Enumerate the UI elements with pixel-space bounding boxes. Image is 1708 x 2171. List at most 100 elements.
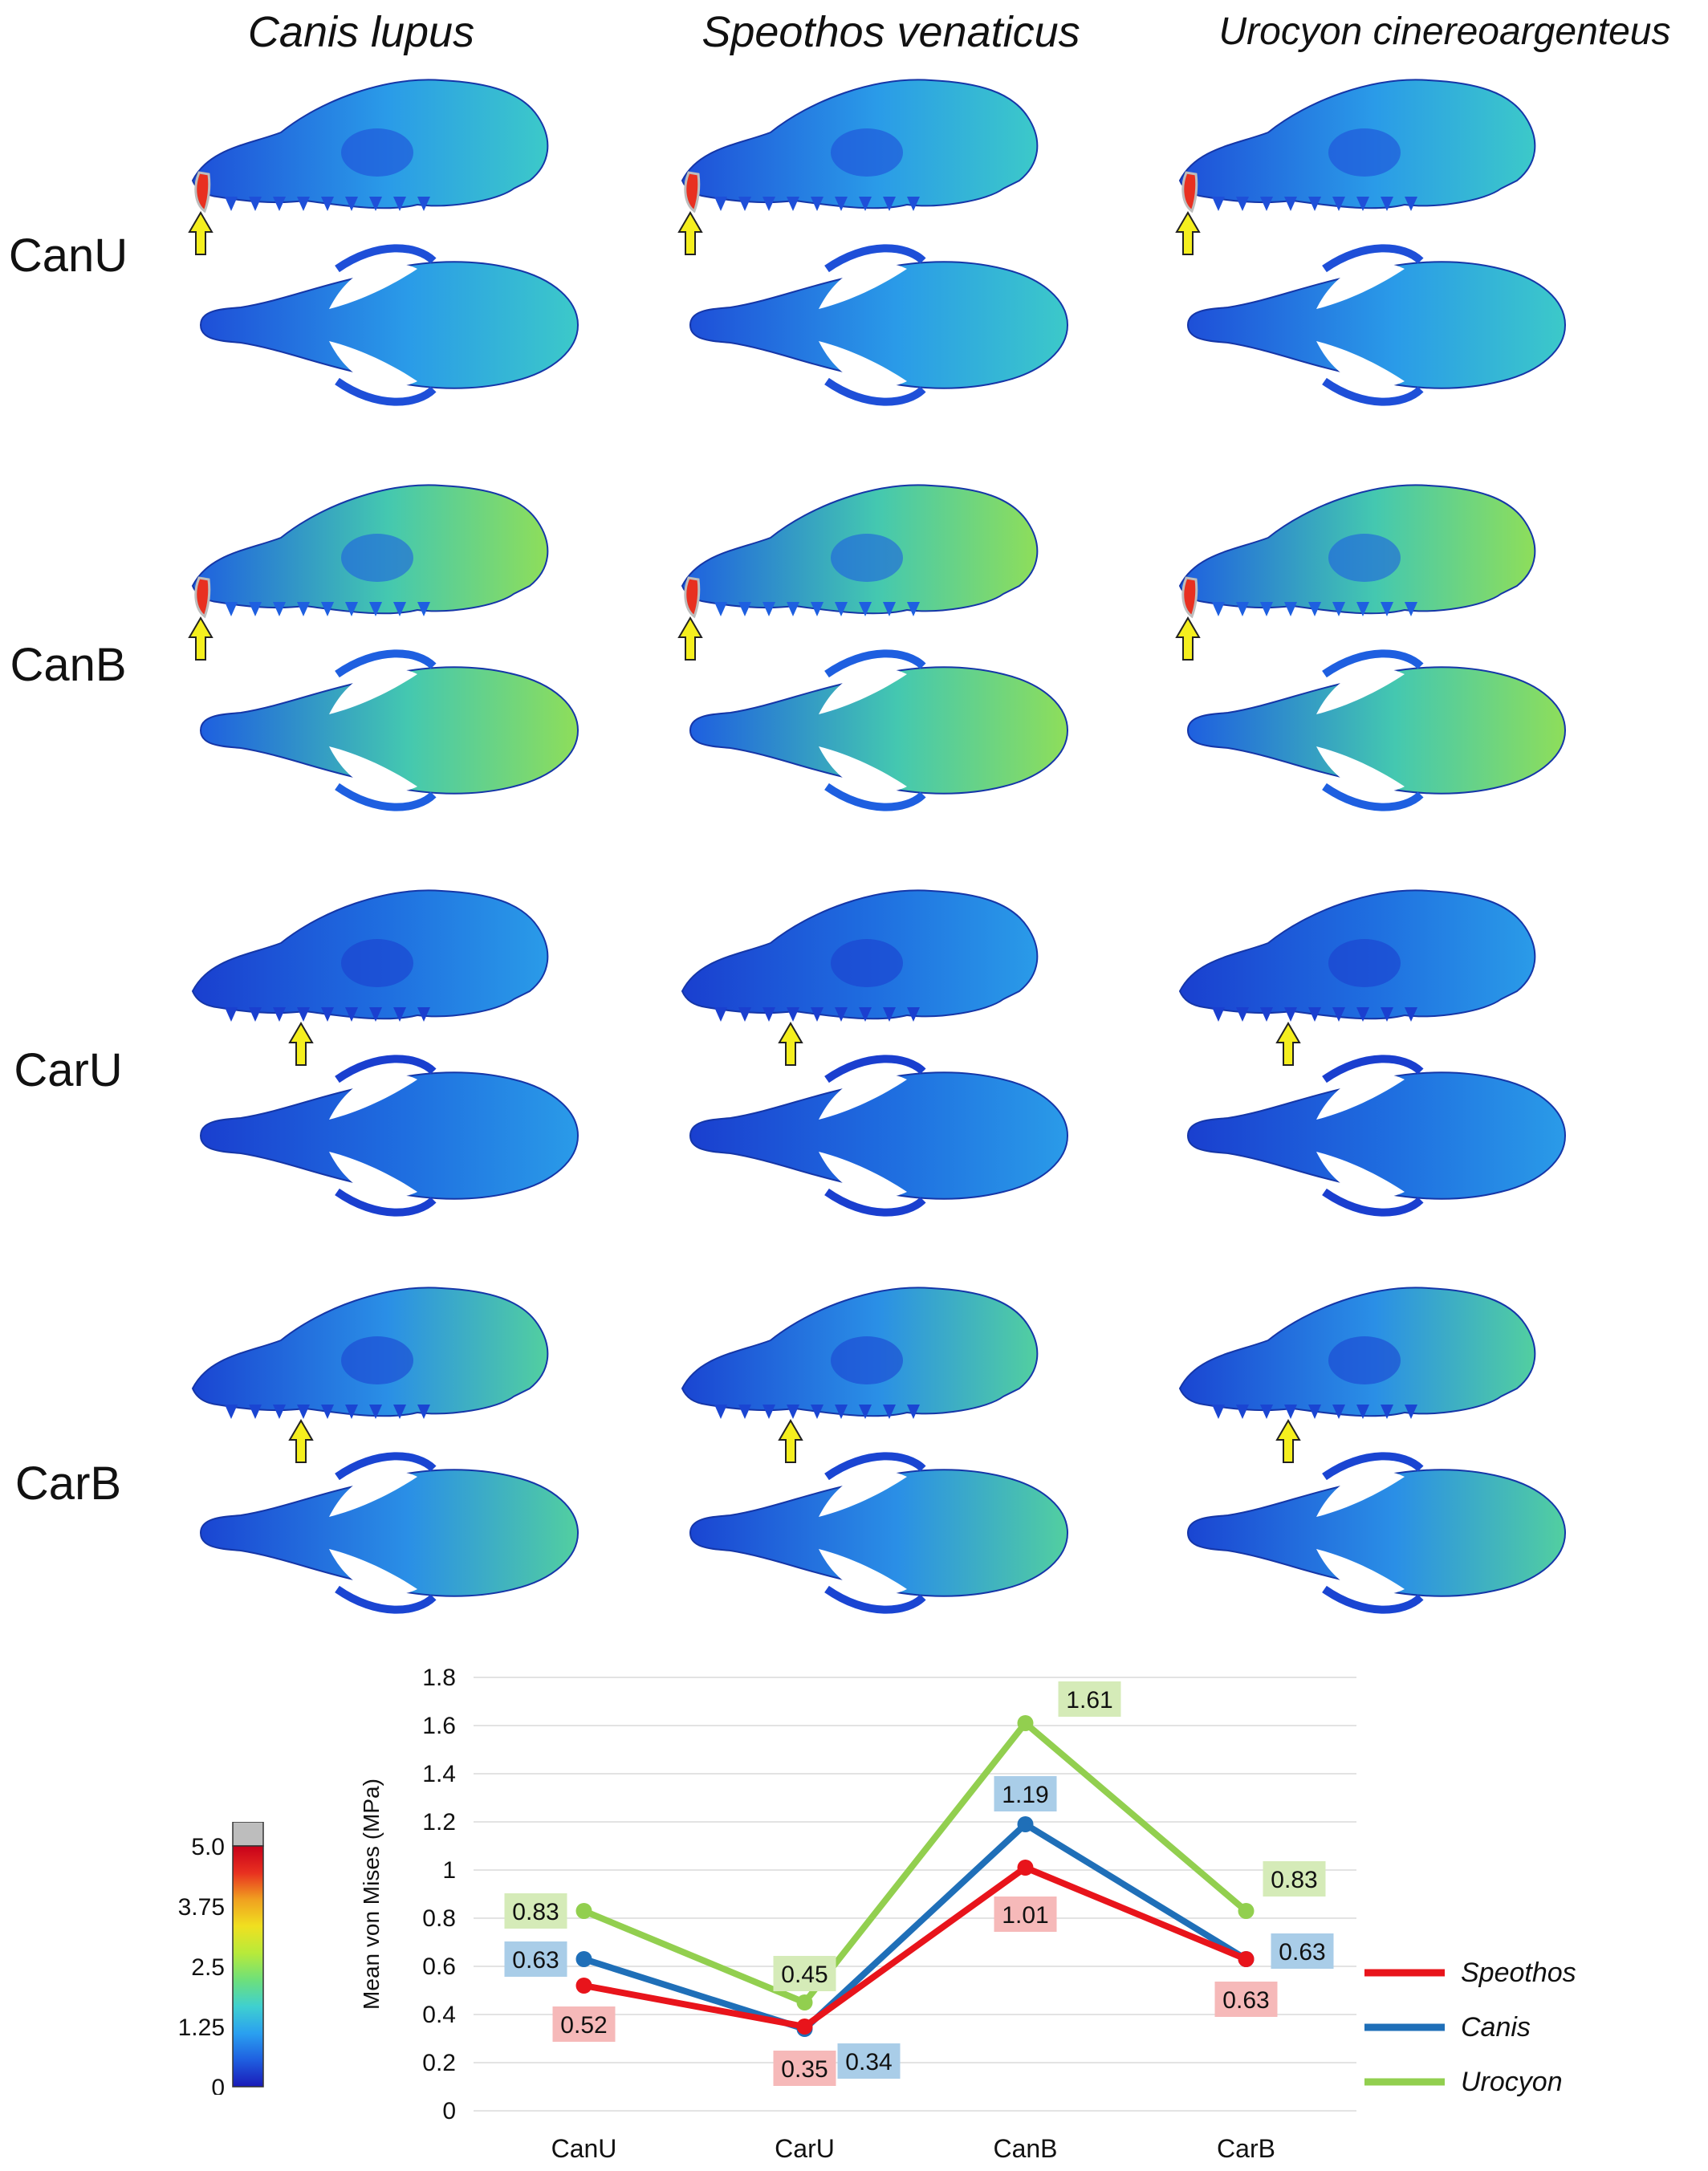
y-tick-label: 1 bbox=[442, 1857, 456, 1884]
y-tick-label: 0 bbox=[442, 2098, 456, 2124]
data-label-bg bbox=[1271, 1933, 1334, 1969]
data-label-bg bbox=[1058, 1681, 1121, 1717]
legend-label: Canis bbox=[1461, 2012, 1531, 2043]
data-label: 0.83 bbox=[1271, 1867, 1317, 1893]
x-tick-label: CarB bbox=[1217, 2134, 1275, 2163]
x-tick-label: CanB bbox=[993, 2134, 1057, 2163]
row-label-carb: CarB bbox=[14, 1457, 122, 1510]
data-point-speothos bbox=[1017, 1860, 1034, 1876]
data-label-bg bbox=[837, 2043, 901, 2079]
skull-figure bbox=[1175, 79, 1567, 406]
colorbar-gradient bbox=[232, 1845, 264, 2088]
skull-figure bbox=[1178, 1287, 1567, 1614]
skull-dorsal-view bbox=[689, 1071, 1069, 1200]
data-label-bg bbox=[504, 1893, 567, 1929]
skull-figure bbox=[1178, 889, 1567, 1217]
y-tick-label: 0.2 bbox=[422, 2050, 456, 2076]
load-arrow-icon bbox=[288, 1022, 314, 1066]
y-tick-label: 1.8 bbox=[422, 1665, 456, 1691]
skull-dorsal-view bbox=[199, 1071, 580, 1200]
column-title-urocyon: Urocyon cinereoargenteus bbox=[1218, 10, 1671, 53]
data-point-canis bbox=[575, 1951, 592, 1967]
skull-dorsal-view bbox=[199, 1469, 580, 1597]
legend-label: Speothos bbox=[1461, 1958, 1576, 1988]
data-label-bg bbox=[994, 1897, 1057, 1932]
data-label-bg bbox=[1214, 1982, 1278, 2017]
row-label-canu: CanU bbox=[8, 230, 128, 282]
y-tick-label: 0.4 bbox=[422, 2002, 456, 2028]
data-point-urocyon bbox=[575, 1903, 592, 1919]
skull-figure bbox=[188, 79, 580, 406]
skull-panel bbox=[1164, 474, 1613, 859]
skull-panel bbox=[177, 1276, 626, 1661]
series-line-urocyon bbox=[582, 1720, 1249, 2006]
y-tick-label: 1.2 bbox=[422, 1809, 456, 1836]
skull-panel bbox=[1164, 68, 1613, 453]
colorbar-tick-label: 0 bbox=[211, 2075, 225, 2095]
x-tick-label: CanU bbox=[551, 2134, 617, 2163]
load-arrow-icon bbox=[677, 211, 703, 255]
data-point-speothos bbox=[1238, 1951, 1255, 1967]
data-label: 0.45 bbox=[781, 1962, 828, 1988]
load-arrow-icon bbox=[778, 1419, 803, 1463]
skull-figure bbox=[677, 79, 1069, 406]
data-label: 1.01 bbox=[1002, 1902, 1048, 1929]
data-label-bg bbox=[1263, 1861, 1326, 1897]
chart-canvas: 0 0.2 0.4 0.6 0.8 1 1.2 1.4 1.6 1.8 Mean von Mises… bbox=[359, 1665, 1356, 2163]
skull-figure bbox=[1175, 484, 1567, 811]
data-label-bg bbox=[994, 1776, 1057, 1811]
skull-figure bbox=[191, 889, 580, 1217]
data-label-bg bbox=[773, 1956, 836, 1991]
skull-dorsal-view bbox=[1186, 1071, 1567, 1200]
y-axis-label: Mean von Mises (MPa) bbox=[359, 1779, 384, 2010]
y-tick-label: 1.4 bbox=[422, 1761, 456, 1787]
data-label-bg bbox=[552, 2006, 616, 2042]
colorbar-overflow bbox=[232, 1821, 264, 1847]
stress-colorbar: 5.0 3.75 2.5 1.25 0 bbox=[152, 1821, 281, 2101]
data-label: 0.63 bbox=[1222, 1987, 1269, 2014]
legend-label: Urocyon bbox=[1461, 2067, 1563, 2097]
legend-graphic: Speothos Canis Urocyon bbox=[1364, 1958, 1576, 2097]
skull-dorsal-view bbox=[199, 261, 580, 389]
load-arrow-icon bbox=[677, 616, 703, 661]
load-arrow-icon bbox=[778, 1022, 803, 1066]
load-arrow-icon bbox=[188, 616, 214, 661]
skull-figure bbox=[681, 889, 1069, 1217]
skull-panel bbox=[666, 1276, 1116, 1661]
skull-panel bbox=[1164, 879, 1613, 1264]
row-label-caru: CarU bbox=[14, 1044, 123, 1096]
skull-figure bbox=[681, 1287, 1069, 1614]
skull-dorsal-view bbox=[1186, 261, 1567, 389]
series-line-speothos bbox=[583, 1864, 1248, 2030]
skull-dorsal-view bbox=[1186, 666, 1567, 795]
data-label: 0.83 bbox=[512, 1899, 559, 1925]
skull-panel bbox=[666, 68, 1116, 453]
x-tick-label: CarU bbox=[775, 2134, 835, 2163]
load-arrow-icon bbox=[1275, 1419, 1301, 1463]
load-arrow-icon bbox=[1275, 1022, 1301, 1066]
y-tick-label: 1.6 bbox=[422, 1713, 456, 1739]
data-point-urocyon bbox=[796, 1994, 813, 2010]
chart-legend: Speothos Canis Urocyon bbox=[1356, 1950, 1694, 2111]
skull-figure bbox=[677, 484, 1069, 811]
skull-panel bbox=[666, 879, 1116, 1264]
colorbar-tick-label: 5.0 bbox=[191, 1834, 225, 1860]
skull-panel bbox=[177, 879, 626, 1264]
colorbar-tick-label: 3.75 bbox=[178, 1894, 225, 1921]
row-label-canb: CanB bbox=[10, 639, 127, 691]
load-arrow-icon bbox=[1175, 616, 1201, 661]
data-label: 0.35 bbox=[781, 2056, 828, 2083]
data-label: 0.34 bbox=[845, 2049, 892, 2075]
series-line-canis bbox=[583, 1821, 1248, 2032]
skull-panel bbox=[177, 68, 626, 453]
load-arrow-icon bbox=[188, 211, 214, 255]
colorbar-tick-label: 1.25 bbox=[178, 2014, 225, 2041]
skull-dorsal-view bbox=[199, 666, 580, 795]
colorbar-tick-label: 2.5 bbox=[191, 1954, 225, 1981]
load-arrow-icon bbox=[288, 1419, 314, 1463]
data-point-speothos bbox=[575, 1978, 592, 1994]
data-point-speothos bbox=[796, 2019, 813, 2035]
load-arrow-icon bbox=[1175, 211, 1201, 255]
skull-dorsal-view bbox=[689, 1469, 1069, 1597]
skull-dorsal-view bbox=[689, 261, 1069, 389]
